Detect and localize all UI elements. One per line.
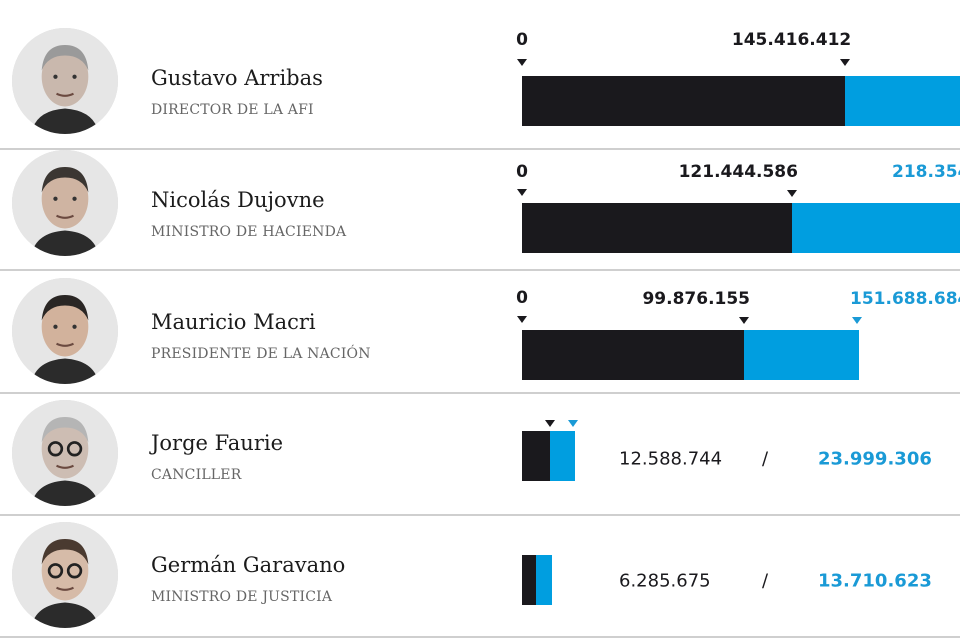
- separator: /: [762, 448, 769, 470]
- bar-segment-black: [522, 203, 792, 253]
- person-name: Nicolás Dujovne: [151, 188, 325, 212]
- row-divider: [0, 392, 960, 394]
- bar-segment-black: [522, 555, 536, 605]
- value-1-label: 121.444.586: [678, 162, 798, 182]
- value-2-marker: [568, 420, 579, 427]
- zero-label: 0: [516, 30, 528, 50]
- zero-label: 0: [516, 288, 528, 308]
- avatar-garavano: [12, 522, 118, 628]
- avatar-arribas: [12, 28, 118, 134]
- bar-segment-black: [522, 431, 550, 481]
- zero-marker: [517, 316, 527, 323]
- row-divider: [0, 514, 960, 516]
- person-name: Gustavo Arribas: [151, 66, 323, 90]
- value-1-marker: [840, 59, 851, 66]
- person-role: CANCILLER: [151, 467, 242, 483]
- person-name: Mauricio Macri: [151, 310, 316, 334]
- portrait-icon: [12, 400, 118, 506]
- portrait-icon: [12, 522, 118, 628]
- person-role: MINISTRO DE JUSTICIA: [151, 589, 333, 605]
- value-2-label: 13.710.623: [818, 570, 932, 592]
- person-name: Jorge Faurie: [151, 431, 284, 455]
- bar-segment-blue: [549, 431, 576, 481]
- row-divider: [0, 636, 960, 638]
- value-2-label: 151.688.684: [850, 289, 960, 309]
- value-1-label: 99.876.155: [642, 289, 751, 309]
- value-2-label: 218.354: [892, 162, 960, 182]
- row-divider: [0, 269, 960, 271]
- value-1-marker: [786, 190, 797, 197]
- person-name: Germán Garavano: [151, 553, 346, 577]
- avatar-faurie: [12, 400, 118, 506]
- portrait-icon: [12, 150, 118, 256]
- person-role: PRESIDENTE DE LA NACIÓN: [151, 346, 371, 362]
- bar-segment-blue: [845, 76, 960, 126]
- portrait-icon: [12, 28, 118, 134]
- bar-segment-black: [522, 76, 846, 126]
- person-role: DIRECTOR DE LA AFI: [151, 102, 314, 118]
- value-1-marker: [739, 317, 750, 324]
- value-1-label: 145.416.412: [731, 30, 852, 50]
- value-1-label: 12.588.744: [619, 448, 723, 470]
- value-2-label: 23.999.306: [818, 448, 932, 470]
- bar-segment-blue: [744, 330, 860, 380]
- avatar-dujovne: [12, 150, 118, 256]
- zero-label: 0: [516, 162, 528, 182]
- portrait-icon: [12, 278, 118, 384]
- value-2-marker: [852, 317, 863, 324]
- bar-segment-blue: [535, 555, 553, 605]
- value-1-marker: [544, 420, 555, 427]
- avatar-macri: [12, 278, 118, 384]
- zero-marker: [517, 59, 527, 66]
- bar-segment-blue: [791, 203, 960, 253]
- separator: /: [762, 570, 769, 592]
- zero-marker: [517, 189, 527, 196]
- value-1-label: 6.285.675: [619, 570, 711, 592]
- person-role: MINISTRO DE HACIENDA: [151, 224, 347, 240]
- row-divider: [0, 148, 960, 150]
- bar-segment-black: [522, 330, 745, 380]
